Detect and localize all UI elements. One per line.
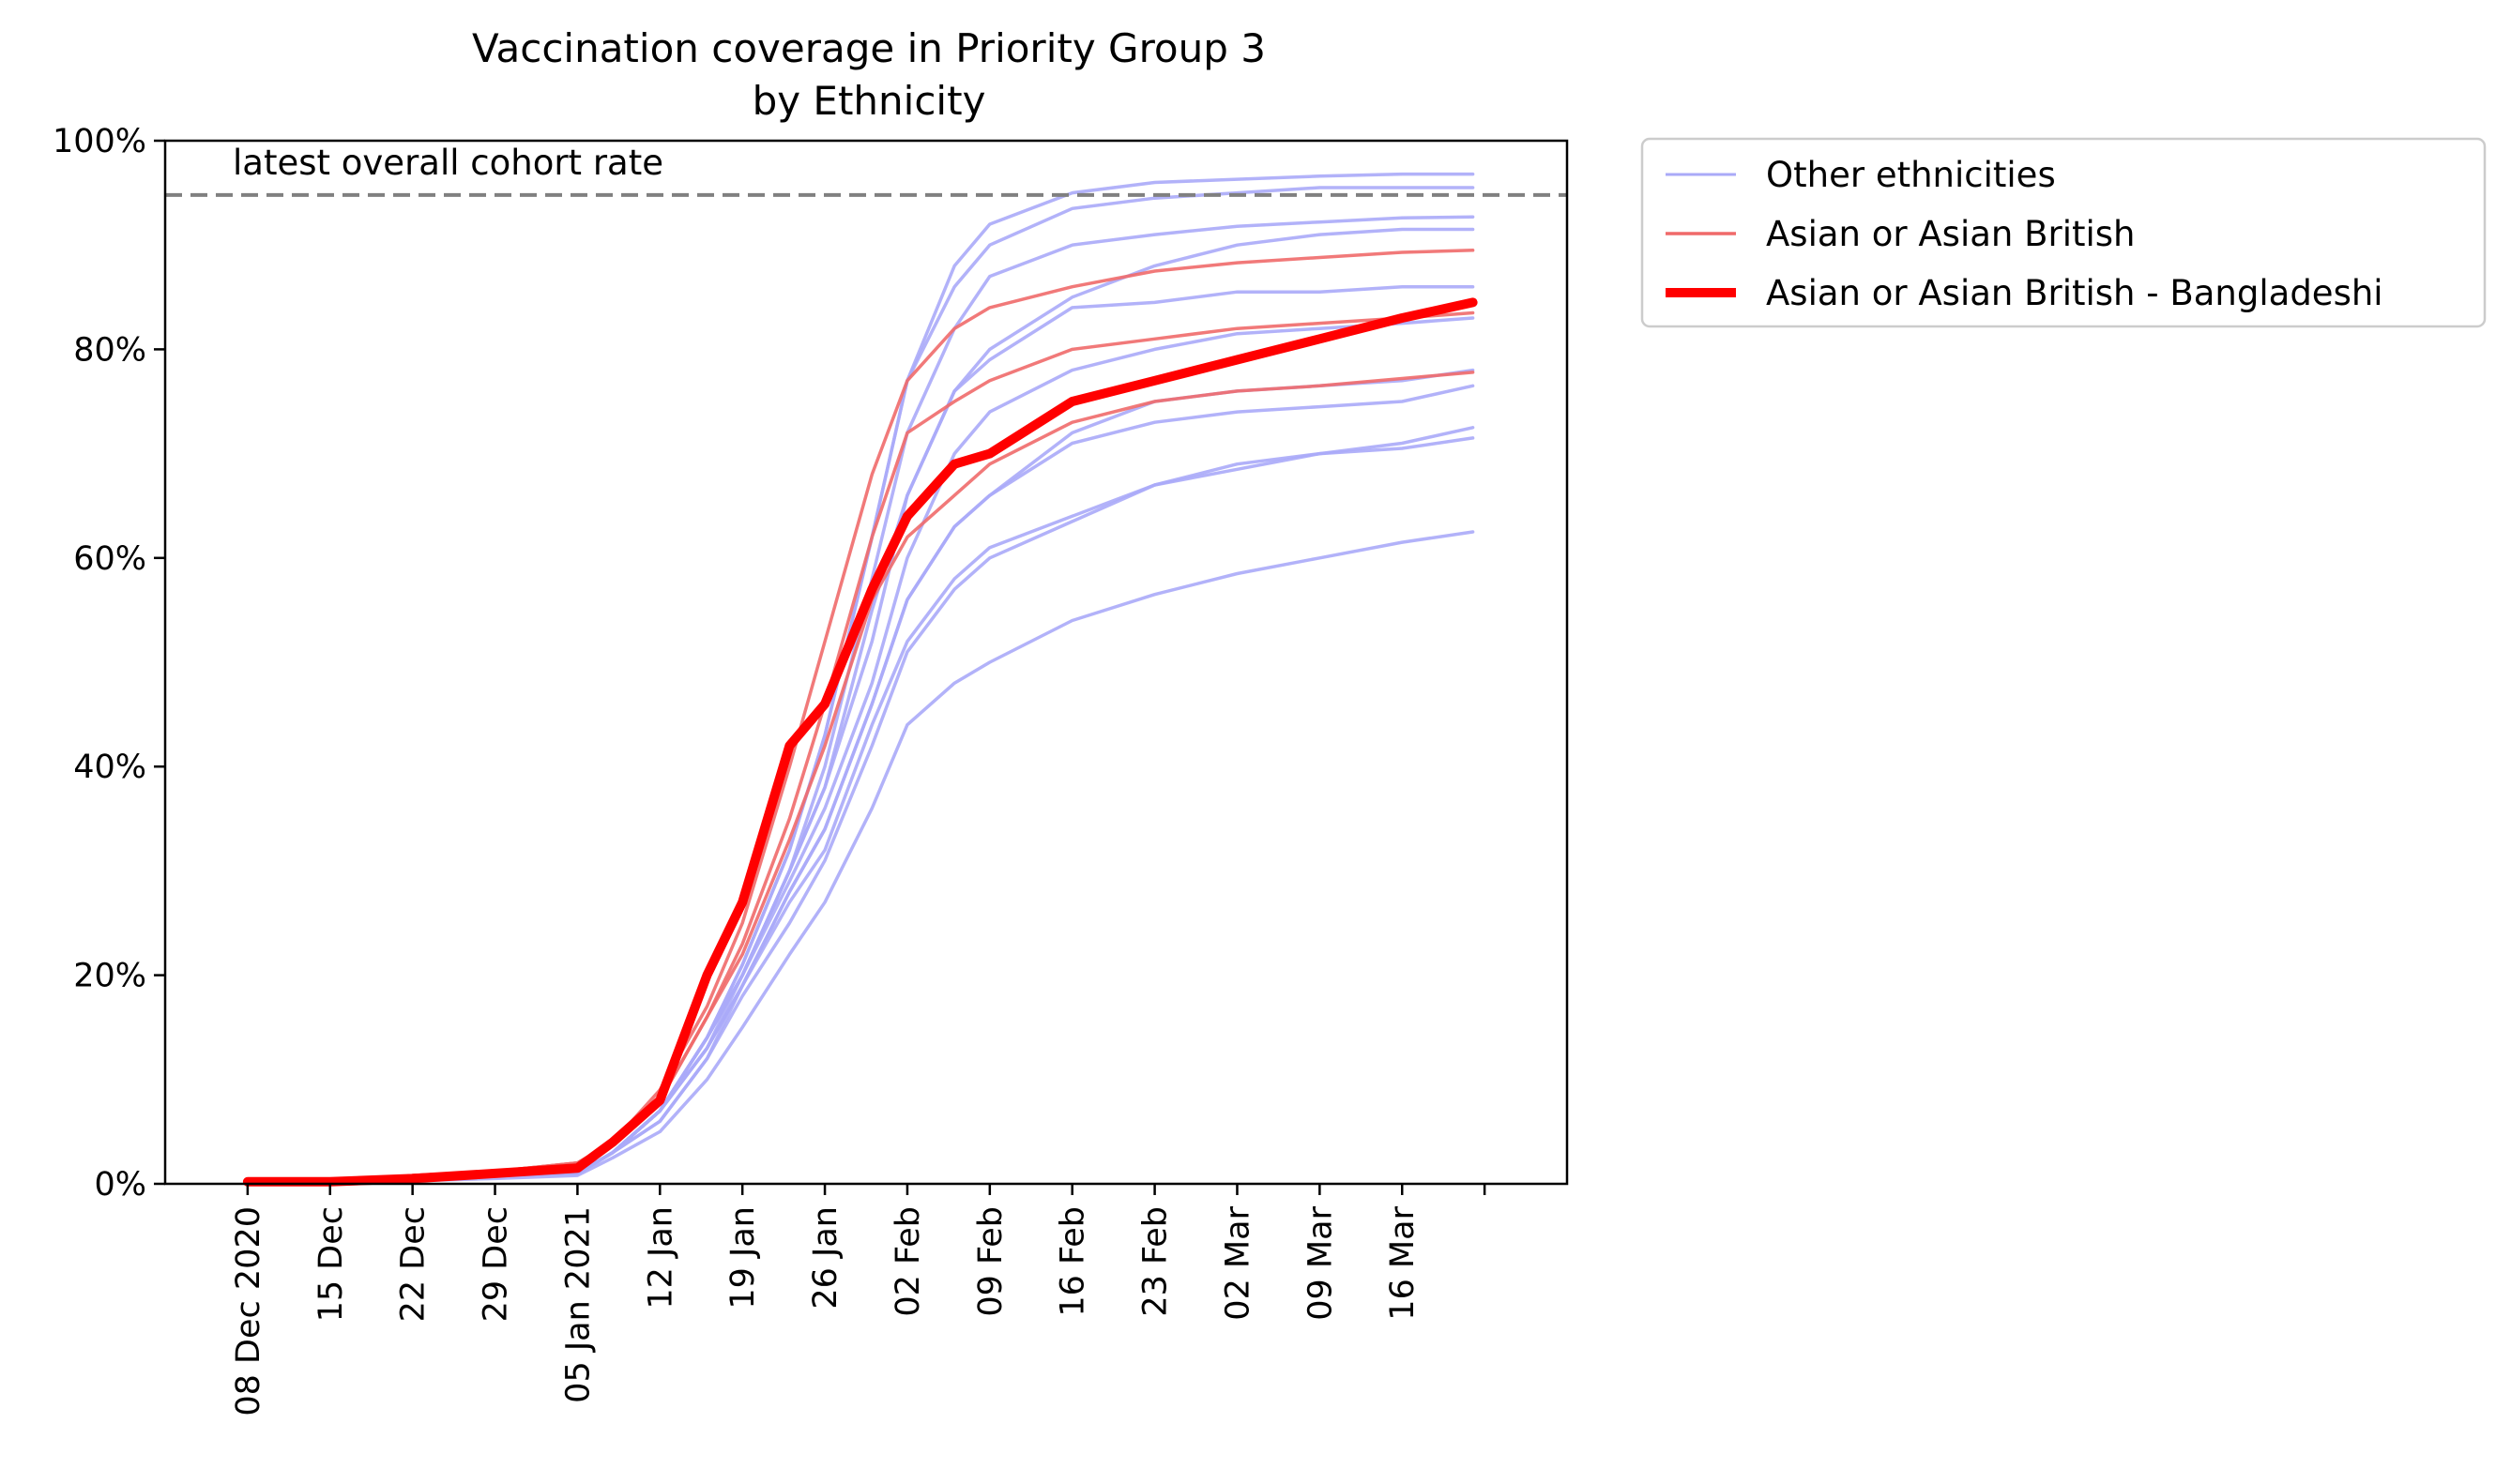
series-line-other-9 [246,426,1475,1186]
x-tick-label: 29 Dec [478,1206,515,1322]
series-line-other-6 [246,384,1475,1186]
series-line-other-1 [246,186,1475,1186]
series-line-asian-12 [246,310,1475,1186]
y-axis: 0% 20% 40% 60% 80% 100% [53,123,165,1204]
x-axis: 08 Dec 2020 15 Dec 22 Dec 29 Dec 05 Jan 2021… [230,1184,1486,1416]
series-line-other-10 [246,530,1475,1186]
series-line-other-8 [246,436,1475,1186]
series-line-other-5 [246,316,1475,1186]
x-tick-label: 05 Jan 2021 [559,1206,597,1403]
x-tick-label: 22 Dec [395,1206,433,1322]
x-tick-label: 23 Feb [1137,1206,1175,1317]
legend: Other ethnicities Asian or Asian British A… [1640,137,2487,328]
x-tick-label: 15 Dec [312,1206,350,1322]
legend-label: Asian or Asian British [1766,214,2136,254]
reference-line-label: latest overall cohort rate [233,143,663,183]
x-tick-label: 12 Jan [642,1206,679,1310]
y-tick-label: 40% [73,749,146,786]
x-tick-label: 02 Mar [1219,1205,1256,1320]
x-tick-label: 26 Jan [807,1206,845,1310]
chart-title-line-1: Vaccination coverage in Priority Group 3 [472,25,1266,71]
series-line-other-0 [246,227,1475,1186]
x-tick-label: 16 Mar [1384,1205,1422,1320]
y-tick-label: 20% [73,958,146,995]
series-line-other-3 [246,215,1475,1186]
series-line-highlight-14 [242,297,1478,1187]
y-tick-label: 80% [73,331,146,369]
reference-line-layer: latest overall cohort rate [165,143,1567,197]
x-tick-label: 16 Feb [1055,1206,1092,1317]
y-tick-label: 60% [73,540,146,578]
legend-label: Asian or Asian British - Bangladeshi [1766,273,2383,313]
x-tick-label: 02 Feb [890,1206,927,1317]
x-tick-label: 08 Dec 2020 [230,1206,267,1416]
series-layer [242,172,1478,1187]
chart-title-line-2: by Ethnicity [753,78,986,124]
x-tick-label: 09 Mar [1301,1205,1339,1320]
plot-area-frame [163,139,1569,1186]
y-tick-label: 0% [94,1166,146,1204]
x-tick-label: 19 Jan [724,1206,762,1310]
legend-label: Other ethnicities [1766,155,2056,195]
y-tick-label: 100% [53,123,146,160]
x-tick-label: 09 Feb [972,1206,1010,1317]
chart-title: Vaccination coverage in Priority Group 3… [472,25,1266,124]
legend-frame [1640,137,2487,328]
